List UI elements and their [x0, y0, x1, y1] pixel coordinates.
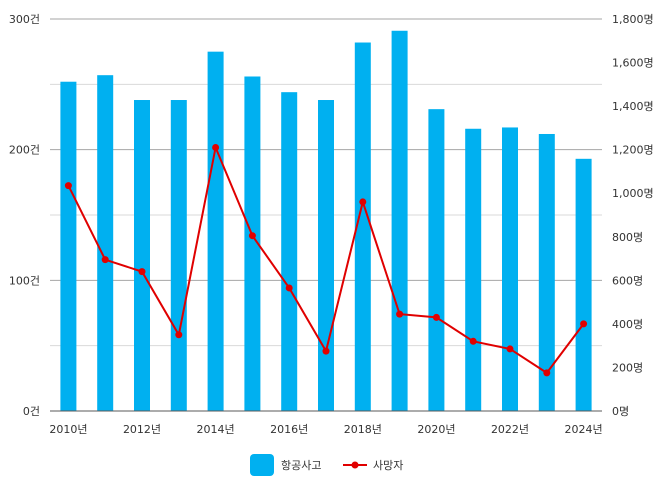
line-point: [543, 369, 551, 377]
line-point: [175, 331, 183, 339]
line-point: [212, 143, 220, 151]
x-tick-label: 2018년: [344, 423, 382, 436]
bar: [502, 127, 518, 411]
bar: [428, 109, 445, 411]
y-right-tick-label: 200명: [612, 361, 643, 374]
bar: [207, 51, 224, 412]
line-point: [64, 182, 72, 190]
line-point: [138, 268, 146, 276]
line-point: [101, 256, 109, 264]
bar: [170, 100, 187, 411]
line-series: [64, 143, 588, 377]
axes: 0건 100건 200건 300건 0명 200명 400명 600명 800명 1,000명 1,…: [9, 13, 654, 436]
line-point: [359, 198, 367, 206]
line-point: [580, 320, 588, 328]
bar: [134, 100, 150, 411]
legend: 항공사고 사망자: [250, 454, 403, 476]
x-tick-label: 2020년: [417, 423, 455, 436]
line-point: [396, 310, 404, 318]
bar: [60, 81, 77, 411]
bar: [575, 158, 592, 411]
y-right-tick-label: 1,800명: [612, 13, 654, 26]
bar: [244, 76, 261, 411]
y-right-tick-label: 600명: [612, 274, 643, 287]
bar: [281, 92, 298, 411]
y-right-tick-label: 1,000명: [612, 187, 654, 200]
bar: [465, 128, 482, 411]
bar: [97, 75, 114, 411]
line-point: [506, 345, 514, 353]
bar: [538, 133, 555, 411]
legend-bar-swatch: [250, 454, 274, 476]
bar: [318, 100, 334, 411]
x-tick-label: 2016년: [270, 423, 308, 436]
line-point: [248, 232, 256, 240]
line-point: [469, 337, 477, 345]
legend-label: 사망자: [373, 459, 403, 472]
line-point: [322, 347, 330, 355]
y-right-tick-label: 800명: [612, 231, 643, 244]
bar: [391, 30, 408, 411]
y-right-tick-label: 400명: [612, 318, 643, 331]
line-point: [285, 284, 293, 292]
bar-series: [60, 30, 592, 412]
y-right-tick-label: 1,400명: [612, 100, 654, 113]
y-left-tick-label: 0건: [23, 405, 40, 418]
y-left-tick-label: 300건: [9, 13, 40, 26]
x-tick-label: 2022년: [491, 423, 529, 436]
line-point: [432, 313, 440, 321]
x-tick-label: 2024년: [565, 423, 603, 436]
y-left-tick-label: 100건: [9, 274, 40, 287]
legend-line-marker: [351, 461, 359, 469]
legend-label: 항공사고: [281, 459, 321, 472]
y-right-tick-label: 1,600명: [612, 57, 654, 70]
x-tick-label: 2014년: [197, 423, 235, 436]
y-left-tick-label: 200건: [9, 144, 40, 157]
y-right-tick-label: 0명: [612, 405, 629, 418]
bar: [354, 42, 371, 412]
x-tick-label: 2010년: [49, 423, 87, 436]
y-right-tick-label: 1,200명: [612, 144, 654, 157]
x-tick-label: 2012년: [123, 423, 161, 436]
